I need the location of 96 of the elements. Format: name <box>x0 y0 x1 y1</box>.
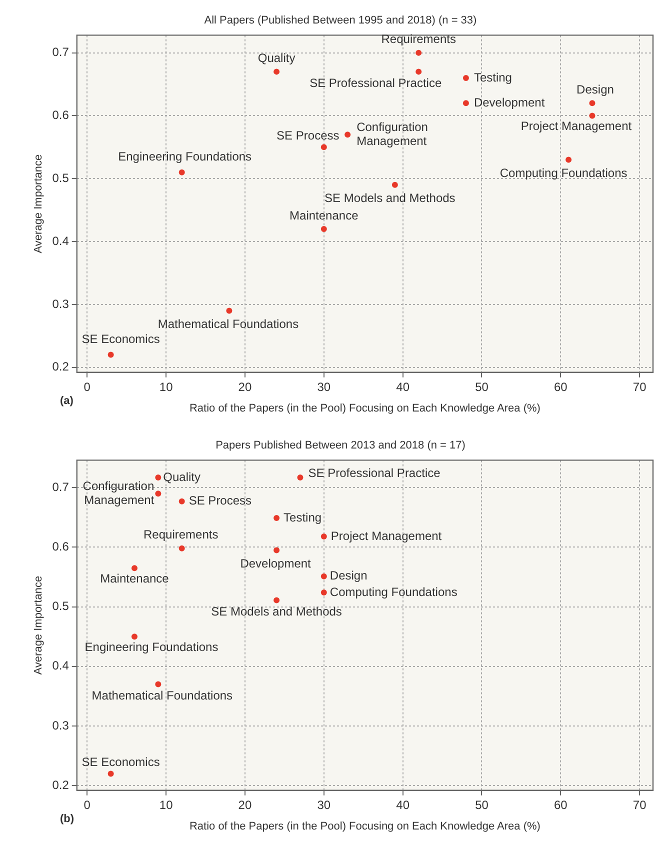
x-tick-label: 0 <box>84 798 91 812</box>
x-tick-label: 20 <box>238 380 252 394</box>
x-tick-label: 70 <box>632 380 647 394</box>
point <box>226 308 232 314</box>
annotation: Testing <box>474 70 512 84</box>
x-axis-title: Ratio of the Papers (in the Pool) Focusing on Each Knowledge Area (%) <box>189 820 540 832</box>
annotation: Configuration Management <box>82 478 155 507</box>
y-tick-label: 0.4 <box>52 234 70 248</box>
text: (b) <box>60 813 74 826</box>
annotation: Engineering Foundations <box>118 150 252 164</box>
annotation: Quality <box>163 470 201 484</box>
point <box>320 590 327 596</box>
annotation: SE Professional Practice <box>310 76 442 90</box>
annotation: Mathematical Foundations <box>158 317 299 332</box>
point <box>108 352 114 358</box>
point <box>274 68 280 75</box>
annotation: Mathematical Foundations <box>92 688 233 703</box>
x-tick-label: 50 <box>475 380 489 394</box>
point <box>392 182 398 188</box>
y-tick-label: 0.2 <box>52 360 70 374</box>
point <box>155 474 162 480</box>
annotation: Computing Foundations <box>330 584 458 599</box>
point <box>131 565 138 572</box>
text: (a) <box>60 395 74 408</box>
annotation: Development <box>240 556 312 571</box>
point <box>178 545 185 552</box>
annotation: SE Process <box>188 494 252 508</box>
y-tick-label: 0.7 <box>52 45 70 60</box>
point <box>155 490 162 497</box>
x-tick-label: 20 <box>238 798 252 812</box>
chart-title: All Papers (Published Between 1995 and 2018) (n = 33) <box>204 14 477 27</box>
point <box>566 156 572 163</box>
annotation: Quality <box>258 51 296 65</box>
point <box>274 515 280 522</box>
point <box>416 68 422 75</box>
y-tick-label: 0.5 <box>52 170 70 185</box>
point <box>462 100 469 106</box>
point <box>131 634 138 640</box>
annotation: SE Professional Practice <box>308 466 441 480</box>
point <box>344 132 351 138</box>
chart-title: Papers Published Between 2013 and 2018 (n = 17) <box>216 440 466 452</box>
y-tick-label: 0.6 <box>52 540 70 554</box>
point <box>320 533 327 540</box>
x-tick-label: 30 <box>317 798 331 812</box>
x-tick-label: 40 <box>396 380 410 394</box>
annotation: Computing Foundations <box>500 166 628 180</box>
y-axis-title: Average Importance <box>32 154 45 254</box>
point <box>320 226 327 232</box>
annotation: SE Models and Methods <box>211 604 342 619</box>
point <box>274 547 280 554</box>
y-tick-label: 0.2 <box>52 778 70 792</box>
annotation: SE Economics <box>82 755 160 770</box>
y-tick-label: 0.6 <box>52 108 70 122</box>
point <box>416 50 422 56</box>
annotation: Requirements <box>143 528 218 542</box>
y-tick-label: 0.3 <box>52 718 70 732</box>
annotation: Maintenance <box>100 571 170 586</box>
annotation: Maintenance <box>290 208 359 222</box>
x-tick-label: 0 <box>84 380 91 394</box>
y-tick-label: 0.4 <box>52 658 70 673</box>
annotation: Development <box>474 95 546 110</box>
y-axis-title: Average Importance <box>32 576 45 675</box>
point <box>155 681 162 688</box>
x-tick-label: 10 <box>159 798 174 812</box>
x-axis-title: Ratio of the Papers (in the Pool) Focusing on Each Knowledge Area (%) <box>189 402 540 414</box>
annotation: Project Management <box>520 119 632 134</box>
point <box>297 474 304 480</box>
point <box>462 74 469 81</box>
x-tick-label: 40 <box>396 798 410 812</box>
annotation: SE Models and Methods <box>324 191 456 206</box>
x-tick-label: 60 <box>554 380 568 394</box>
point <box>178 498 185 504</box>
point <box>320 144 327 150</box>
annotation: Design <box>576 82 614 96</box>
annotation: Requirements <box>381 32 456 46</box>
y-tick-label: 0.5 <box>52 599 70 614</box>
annotation: SE Process <box>276 128 340 142</box>
annotation: SE Economics <box>82 332 160 346</box>
point <box>589 100 596 106</box>
annotation: Testing <box>284 510 322 524</box>
point <box>274 597 280 604</box>
x-tick-label: 70 <box>632 798 647 812</box>
x-tick-label: 10 <box>159 380 174 394</box>
point <box>320 573 327 580</box>
x-tick-label: 60 <box>554 798 568 812</box>
annotation: Engineering Foundations <box>84 640 218 654</box>
annotation: Configuration Management <box>356 120 428 148</box>
y-tick-label: 0.7 <box>52 480 70 494</box>
point <box>589 112 596 119</box>
annotation: Design <box>330 568 368 583</box>
point <box>178 169 185 176</box>
x-tick-label: 30 <box>317 380 331 394</box>
x-tick-label: 50 <box>475 798 489 812</box>
point <box>108 770 114 777</box>
annotation: Project Management <box>330 528 442 543</box>
y-tick-label: 0.3 <box>52 296 70 311</box>
